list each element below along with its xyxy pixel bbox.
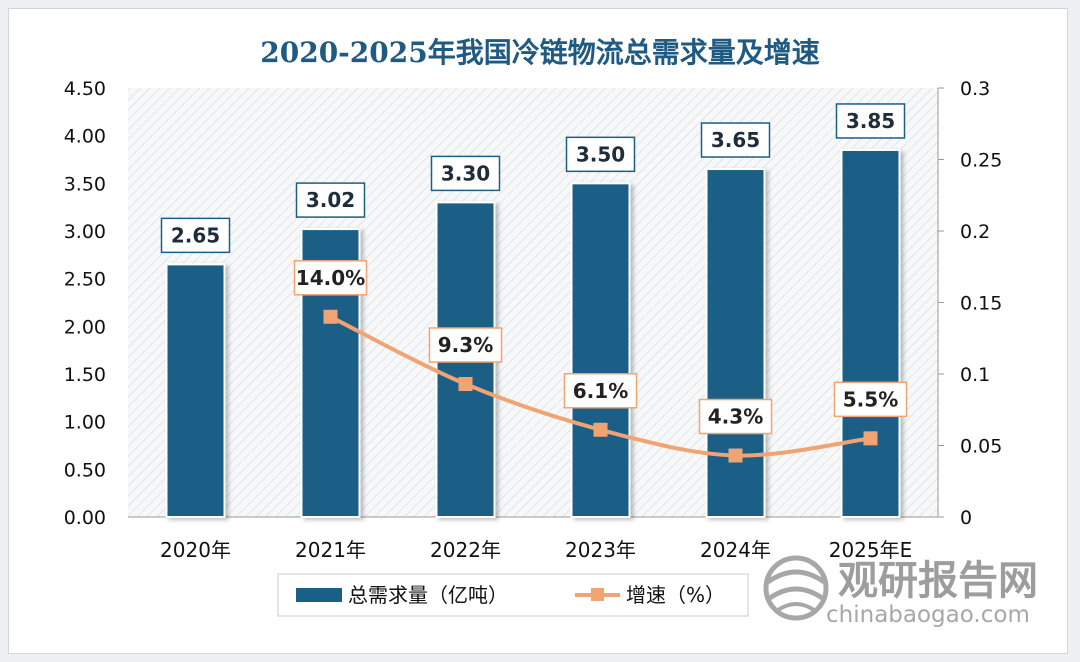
watermark: 观研报告网 chinabaogao.com	[763, 555, 1038, 628]
rate-value-label: 14.0%	[296, 266, 365, 290]
rate-point	[863, 431, 878, 446]
y-left-tick-label: 4.00	[64, 126, 106, 148]
y-right-tick-label: 0.2	[960, 221, 990, 243]
y-left-tick-label: 0.00	[64, 507, 106, 529]
y-left-tick-label: 2.00	[64, 316, 106, 338]
bar-value-label-box	[295, 182, 366, 218]
bar	[165, 263, 226, 518]
chart-title: 2020-2025年我国冷链物流总需求量及增速	[260, 36, 819, 69]
y-left-tick-label: 2.50	[64, 269, 106, 291]
x-tick-label: 2021年	[295, 538, 366, 562]
right-axis-ticks: 0 0.05 0.1 0.15 0.2 0.25 0.3	[938, 78, 1002, 529]
x-tick-label: 2023年	[565, 538, 636, 562]
rate-value-label-box	[698, 398, 773, 435]
rate-value-label-box	[833, 381, 908, 418]
legend-line-marker	[591, 588, 604, 601]
rate-value-label-box	[293, 260, 368, 296]
y-right-tick-label: 0	[960, 507, 972, 529]
watermark-cn: 观研报告网	[838, 558, 1038, 604]
rate-value-label: 9.3%	[438, 333, 493, 357]
rate-value-label-box	[428, 327, 503, 363]
bar-value-label-box	[700, 122, 771, 158]
bar-value-label: 3.30	[441, 161, 490, 185]
y-left-tick-label: 3.50	[64, 173, 106, 195]
rate-series: 14.0% 9.3% 6.1% 4.3% 5.5%	[293, 260, 908, 463]
rate-point	[728, 448, 743, 463]
x-tick-label: 2022年	[430, 538, 501, 562]
bar	[705, 168, 766, 519]
y-right-tick-label: 0.3	[960, 78, 990, 100]
bar-value-label: 3.02	[306, 188, 355, 212]
rate-point	[593, 422, 608, 437]
bar-value-label-box	[835, 103, 906, 139]
bar-value-label-box	[430, 155, 501, 192]
bar-value-label: 3.65	[711, 128, 760, 152]
rate-value-label: 5.5%	[843, 387, 898, 411]
legend: 总需求量（亿吨） 增速（%）	[277, 573, 749, 617]
rate-value-label: 6.1%	[573, 379, 628, 403]
x-tick-label: 2020年	[160, 538, 231, 562]
x-tick-label: 2024年	[700, 538, 771, 562]
y-left-tick-label: 4.50	[64, 78, 106, 100]
y-right-tick-label: 0.25	[960, 150, 1002, 172]
x-tick-label: 2025年E	[829, 538, 913, 562]
y-left-tick-label: 1.50	[64, 364, 106, 386]
x-axis-ticks: 2020年 2021年 2022年 2023年 2024年 2025年E	[160, 538, 912, 562]
bar-value-label-box	[565, 136, 636, 173]
bar	[570, 182, 631, 518]
rate-value-label: 4.3%	[708, 405, 763, 429]
globe-logo-icon	[763, 555, 829, 621]
legend-line-label: 增速（%）	[626, 583, 725, 607]
bar	[840, 148, 901, 518]
bar-value-label: 2.65	[171, 223, 220, 247]
bar-value-label: 3.85	[846, 109, 895, 133]
y-right-tick-label: 0.05	[960, 436, 1002, 458]
y-right-tick-label: 0.15	[960, 293, 1002, 315]
legend-bar-label: 总需求量（亿吨）	[348, 583, 508, 607]
bar-value-label-box	[160, 217, 231, 254]
y-left-tick-label: 1.00	[64, 412, 106, 434]
y-right-tick-label: 0.1	[960, 364, 990, 386]
y-left-tick-label: 3.00	[64, 221, 106, 243]
legend-bar-swatch	[296, 588, 342, 602]
watermark-en: chinabaogao.com	[826, 602, 1030, 628]
rate-point	[458, 377, 473, 392]
left-axis-ticks: 0.00 0.50 1.00 1.50 2.00 2.50 3.00 3.50 4.00 4.50	[64, 78, 106, 529]
rate-value-label-box	[563, 373, 638, 409]
plot-area	[128, 88, 938, 517]
bar-value-label: 3.50	[576, 142, 625, 166]
y-left-tick-label: 0.50	[64, 459, 106, 481]
rate-point	[323, 309, 338, 324]
